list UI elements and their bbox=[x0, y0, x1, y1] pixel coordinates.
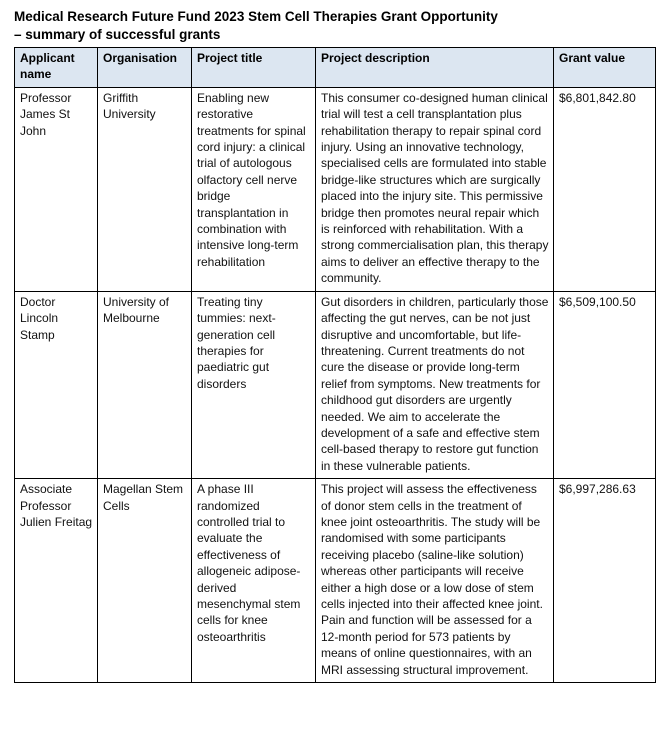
cell-applicant-name: Professor James St John bbox=[14, 86, 98, 292]
document-title-line1: Medical Research Future Fund 2023 Stem C… bbox=[14, 9, 498, 24]
table-row: Professor James St John Griffith Univers… bbox=[14, 86, 656, 292]
cell-grant-value: $6,509,100.50 bbox=[553, 290, 656, 480]
table-header-row: Applicant name Organisation Project titl… bbox=[14, 47, 656, 88]
cell-applicant-name: Doctor Lincoln Stamp bbox=[14, 290, 98, 480]
cell-project-title: Treating tiny tummies: next-generation c… bbox=[191, 290, 316, 480]
table-row: Associate Professor Julien Freitag Magel… bbox=[14, 478, 656, 684]
cell-organisation: Magellan Stem Cells bbox=[97, 478, 192, 684]
column-header-project-description: Project description bbox=[315, 47, 554, 88]
column-header-organisation: Organisation bbox=[97, 47, 192, 88]
cell-project-title: Enabling new restorative treatments for … bbox=[191, 86, 316, 292]
column-header-applicant-name: Applicant name bbox=[14, 47, 98, 88]
cell-project-description: Gut disorders in children, particularly … bbox=[315, 290, 554, 480]
cell-project-title: A phase III randomized controlled trial … bbox=[191, 478, 316, 684]
document-title-line2: – summary of successful grants bbox=[14, 27, 221, 42]
column-header-project-title: Project title bbox=[191, 47, 316, 88]
cell-organisation: Griffith University bbox=[97, 86, 192, 292]
cell-grant-value: $6,801,842.80 bbox=[553, 86, 656, 292]
cell-project-description: This consumer co-designed human clinical… bbox=[315, 86, 554, 292]
cell-grant-value: $6,997,286.63 bbox=[553, 478, 656, 684]
document-title: Medical Research Future Fund 2023 Stem C… bbox=[14, 8, 656, 44]
cell-project-description: This project will assess the effectivene… bbox=[315, 478, 554, 684]
column-header-grant-value: Grant value bbox=[553, 47, 656, 88]
cell-organisation: University of Melbourne bbox=[97, 290, 192, 480]
grants-table: Applicant name Organisation Project titl… bbox=[14, 47, 656, 684]
cell-applicant-name: Associate Professor Julien Freitag bbox=[14, 478, 98, 684]
table-row: Doctor Lincoln Stamp University of Melbo… bbox=[14, 290, 656, 480]
